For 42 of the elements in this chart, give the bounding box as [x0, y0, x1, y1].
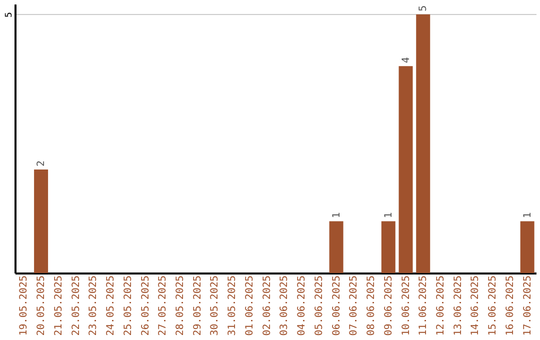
x-tick-label: 17.06.2025	[522, 276, 534, 336]
data-label: 5	[418, 5, 430, 12]
x-tick-label: 29.05.2025	[192, 276, 204, 336]
x-tick-label: 07.06.2025	[348, 276, 360, 336]
x-tick-label: 08.06.2025	[366, 276, 378, 336]
bar	[398, 66, 413, 273]
x-tick-label: 19.05.2025	[18, 276, 30, 336]
x-tick-label: 13.06.2025	[452, 276, 464, 336]
data-label: 2	[36, 160, 48, 167]
x-tick-label: 21.05.2025	[53, 276, 64, 336]
x-tick-label: 04.06.2025	[296, 276, 308, 336]
x-tick-label: 20.05.2025	[36, 276, 48, 336]
data-label: 1	[331, 212, 342, 218]
x-tick-label: 06.06.2025	[331, 276, 342, 336]
x-tick-label: 22.05.2025	[70, 276, 82, 336]
x-tick-label: 23.05.2025	[88, 276, 100, 336]
bar	[520, 221, 534, 273]
x-tick-label: 31.05.2025	[227, 276, 238, 336]
data-label: 1	[522, 212, 534, 218]
x-tick-label: 25.05.2025	[122, 276, 134, 336]
x-tick-label: 11.06.2025	[418, 276, 430, 336]
bar	[416, 14, 430, 273]
x-tick-label: 02.06.2025	[262, 276, 273, 336]
bar	[34, 170, 48, 273]
x-tick-label: 28.05.2025	[174, 276, 186, 336]
x-tick-label: 09.06.2025	[383, 276, 394, 336]
x-tick-label: 30.05.2025	[210, 276, 221, 336]
bar	[381, 221, 396, 273]
x-tick-label: 24.05.2025	[106, 276, 117, 336]
x-tick-label: 27.05.2025	[158, 276, 169, 336]
x-tick-label: 01.06.2025	[244, 276, 256, 336]
x-tick-label: 16.06.2025	[504, 276, 516, 336]
data-label: 1	[383, 212, 394, 218]
x-tick-label: 03.06.2025	[279, 276, 290, 336]
x-tick-label: 14.06.2025	[470, 276, 482, 336]
x-tick-label: 15.06.2025	[488, 276, 499, 336]
x-tick-label: 10.06.2025	[400, 276, 412, 336]
x-tick-label: 12.06.2025	[435, 276, 446, 336]
x-tick-label: 26.05.2025	[140, 276, 152, 336]
data-label: 4	[400, 57, 412, 64]
x-tick-label: 05.06.2025	[314, 276, 325, 336]
bar	[329, 221, 344, 273]
